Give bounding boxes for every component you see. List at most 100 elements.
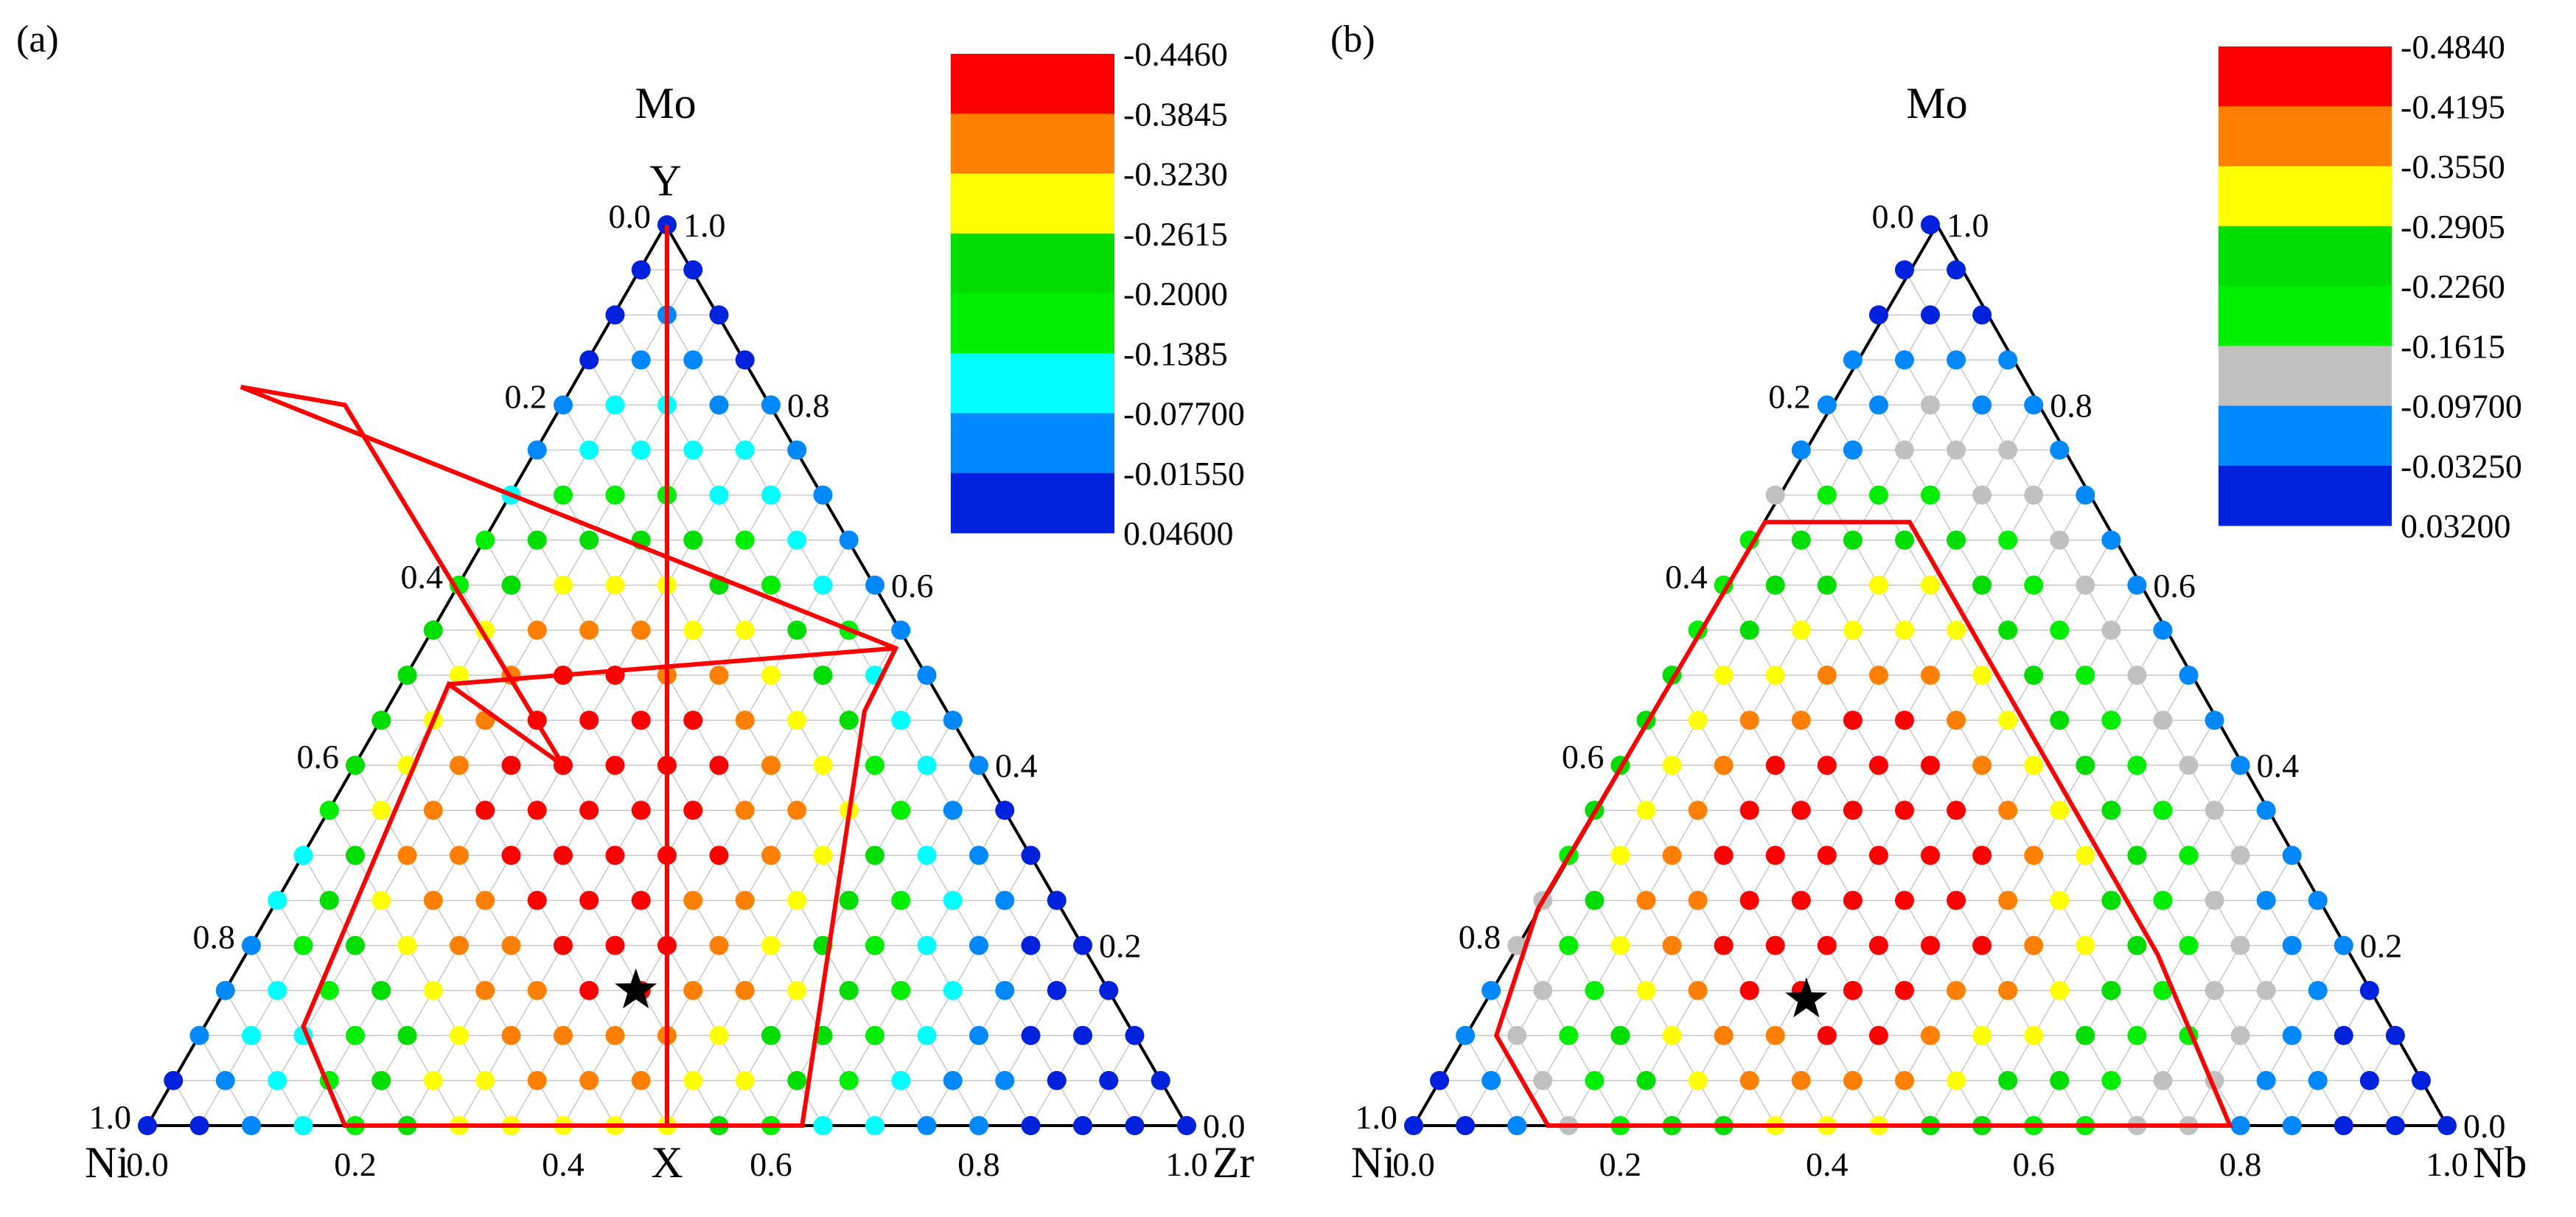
data-point (1972, 305, 1992, 325)
data-point (1998, 440, 2018, 460)
left-tick-label: 0.6 (297, 738, 340, 775)
data-point (2230, 935, 2250, 955)
data-point (1073, 1025, 1092, 1045)
data-point (735, 980, 755, 1000)
data-point (1765, 845, 1785, 865)
data-point (1868, 666, 1888, 685)
data-point (1714, 935, 1734, 955)
data-point (1662, 845, 1682, 865)
data-point (1921, 575, 1940, 595)
colorbar-band (951, 233, 1114, 294)
data-point (1868, 845, 1888, 865)
data-point (839, 980, 859, 1000)
data-point (2024, 756, 2044, 775)
data-point (1921, 756, 1940, 775)
data-point (527, 980, 547, 1000)
data-point (1843, 530, 1863, 550)
data-point (735, 530, 755, 550)
bottom-tick-label: 0.2 (1599, 1145, 1642, 1183)
data-point (2024, 485, 2044, 505)
data-point (787, 1070, 807, 1090)
data-point (1688, 801, 1708, 820)
data-point (1894, 620, 1914, 640)
data-point (943, 801, 963, 820)
data-point (761, 845, 781, 865)
data-point (761, 575, 781, 595)
data-point (2308, 1070, 2328, 1090)
data-point (1765, 575, 1785, 595)
data-point (1739, 801, 1759, 820)
data-point (735, 1070, 755, 1090)
data-point (969, 1025, 988, 1045)
data-point (2024, 935, 2044, 955)
data-point (1998, 620, 2018, 640)
data-point (1533, 980, 1553, 1000)
colorbar-label: -0.4195 (2401, 88, 2505, 125)
data-point (268, 1070, 287, 1090)
data-point (605, 935, 625, 955)
data-point (1817, 935, 1837, 955)
data-point (813, 666, 833, 685)
vertex-label-right: Zr (1212, 1138, 1254, 1187)
data-point (709, 1025, 729, 1045)
data-point (1817, 845, 1837, 865)
data-point (2179, 756, 2199, 775)
data-point (683, 440, 703, 460)
right-tick-label: 0.4 (995, 747, 1038, 784)
data-point (683, 1070, 703, 1090)
data-point (1714, 756, 1734, 775)
data-point (2282, 1116, 2302, 1135)
data-point (1430, 1070, 1450, 1090)
left-tick-label: 0.8 (1459, 918, 1501, 956)
data-point (917, 1025, 937, 1045)
data-point (1099, 1070, 1119, 1090)
data-point (450, 935, 469, 955)
data-point (683, 711, 703, 730)
data-point (1791, 440, 1811, 460)
data-point (2050, 801, 2070, 820)
data-point (2179, 935, 2199, 955)
grid-line (406, 450, 797, 1126)
data-point (1998, 711, 2018, 730)
left-tick-label: 0.0 (1872, 198, 1915, 235)
data-point (371, 711, 391, 730)
data-point (891, 1070, 911, 1090)
grid-line (614, 630, 901, 1126)
data-point (164, 1070, 184, 1090)
colorbar-label: -0.1615 (2401, 327, 2505, 365)
colorbar-label: -0.3230 (1123, 156, 1228, 193)
data-point (1404, 1116, 1423, 1135)
data-point (1791, 711, 1811, 730)
left-tick-label: 0.2 (1768, 377, 1811, 415)
left-tick-label: 0.6 (1562, 738, 1605, 775)
data-point (1921, 215, 1940, 234)
data-point (423, 980, 443, 1000)
data-point (1688, 711, 1708, 730)
data-point (371, 890, 391, 910)
data-point (579, 801, 599, 820)
data-point (735, 440, 755, 460)
data-point (1021, 1116, 1041, 1135)
data-point (631, 711, 651, 730)
colorbar-band (951, 472, 1114, 534)
colorbar-label: 0.04600 (1123, 515, 1234, 552)
ternary-panel-b: 0.0 0.2 0.4 0.6 0.8 1.0 1.0 0.8 0.6 0.4 0.2 0.0 0.0 0… (1330, 18, 2527, 1187)
data-point (397, 935, 417, 955)
data-point (2153, 980, 2173, 1000)
data-point (2308, 980, 2328, 1000)
data-point (1047, 1070, 1067, 1090)
data-point (554, 1025, 573, 1045)
data-point (579, 980, 599, 1000)
data-point (293, 935, 313, 955)
data-point (579, 350, 599, 370)
data-point (579, 711, 599, 730)
colorbar-band (2219, 465, 2392, 526)
data-point (1688, 1070, 1708, 1090)
colorbar-band (2219, 346, 2392, 406)
colorbar-label: -0.1385 (1123, 335, 1228, 372)
data-point (761, 756, 781, 775)
data-point (2101, 890, 2121, 910)
data-point (1714, 666, 1734, 685)
data-point (1791, 890, 1811, 910)
data-point (787, 801, 807, 820)
